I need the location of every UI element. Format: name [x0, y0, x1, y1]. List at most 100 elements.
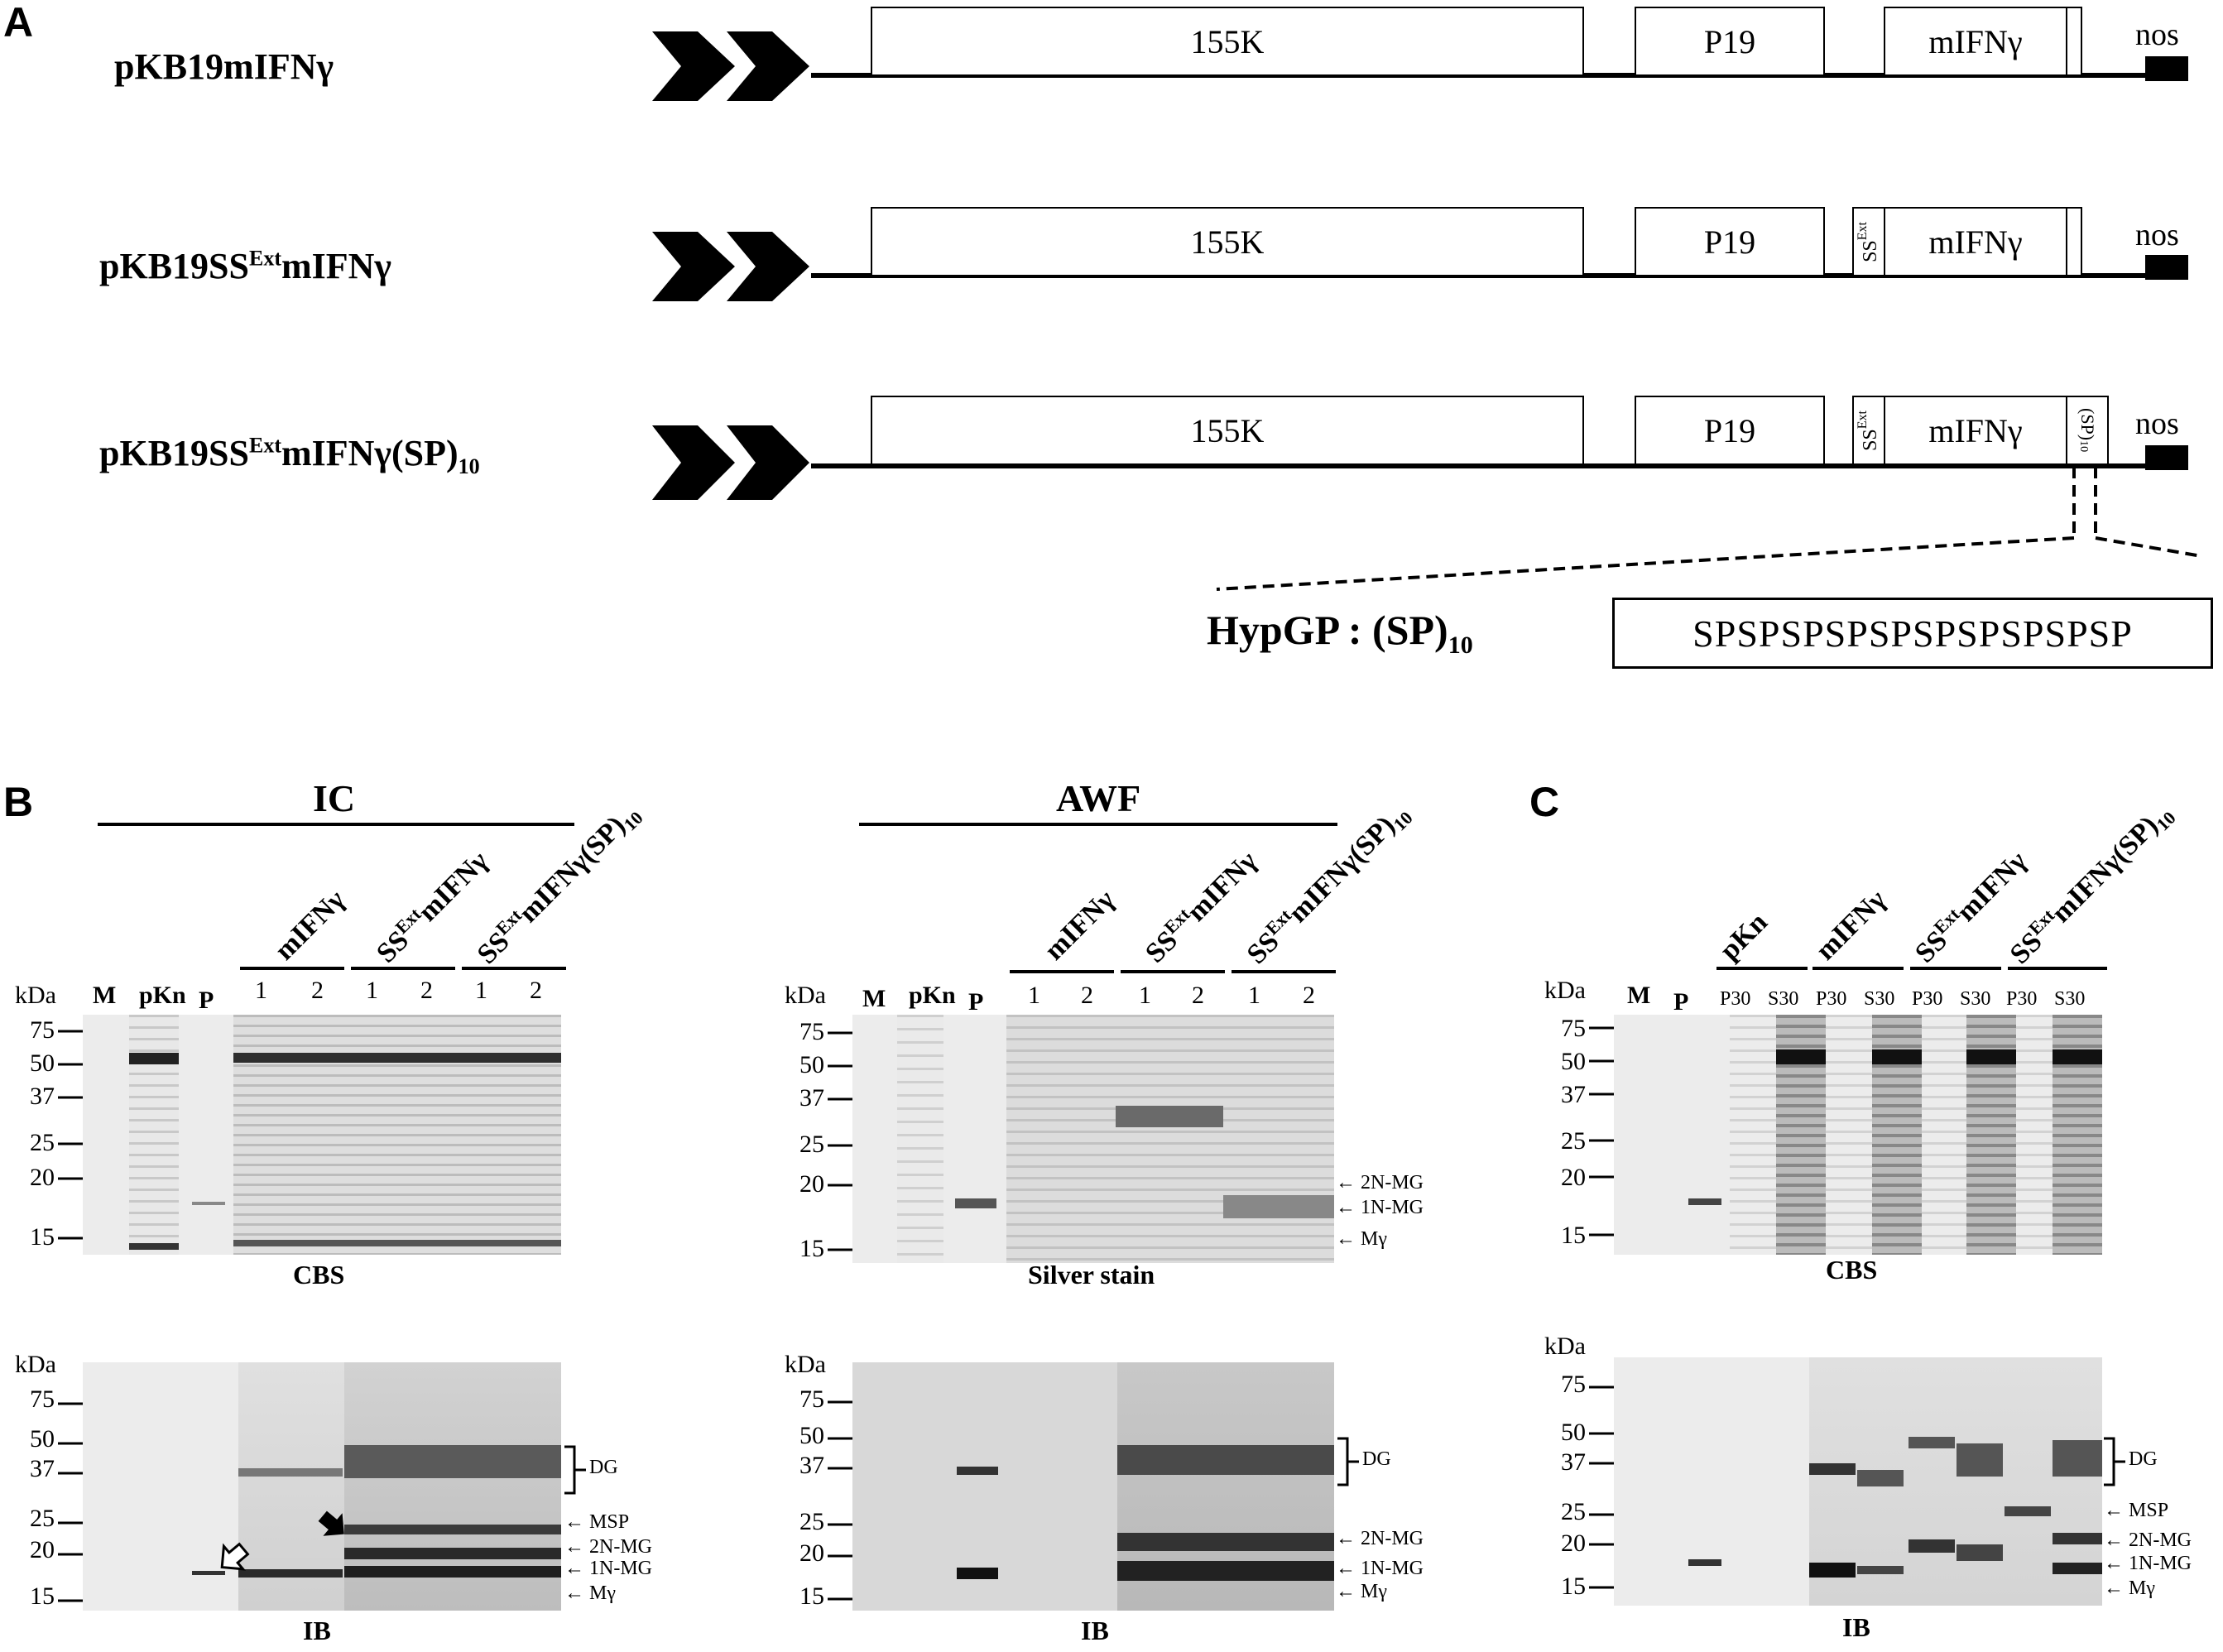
- marker-75: 75: [799, 1018, 824, 1045]
- awf-bracket-line: [859, 823, 1337, 826]
- band-label-dg: DG: [589, 1457, 618, 1478]
- marker-25: 25: [1561, 1498, 1586, 1525]
- lane-group-line: [1010, 970, 1114, 973]
- lane-group-line: [1910, 967, 2001, 970]
- lane-s30: S30: [2054, 988, 2086, 1010]
- segment-mifng: mIFNγ: [1884, 396, 2067, 465]
- segment-p19: P19: [1635, 207, 1825, 276]
- caption-ib: IB: [1081, 1616, 1109, 1645]
- segment-ssext: SSExt: [1852, 207, 1885, 276]
- caption-ib: IB: [303, 1616, 331, 1645]
- panel-b-letter: B: [3, 779, 34, 825]
- lane-p30: P30: [1816, 988, 1847, 1010]
- group-ic-label: IC: [313, 777, 356, 819]
- lane-group-line: [462, 967, 566, 970]
- col-mifng-label: mIFNγ: [269, 884, 351, 967]
- gel-c-cbs: [1614, 1015, 2102, 1255]
- band-label-dg: DG: [2129, 1448, 2158, 1470]
- lane-pkn: pKn: [909, 982, 956, 1009]
- nos-label: nos: [2135, 406, 2179, 441]
- kda-label: kDa: [15, 1351, 56, 1378]
- band-label-msp: ← MSP: [564, 1511, 630, 1533]
- lane-s30: S30: [1768, 988, 1799, 1010]
- nos-block: [2145, 445, 2188, 470]
- ic-bracket-line: [98, 823, 574, 826]
- lane-m: M: [93, 982, 117, 1009]
- lane-1: 1: [475, 977, 487, 1004]
- dg-bracket: [1337, 1437, 1359, 1486]
- lane-m: M: [862, 985, 886, 1012]
- segment-tail: [2066, 207, 2082, 276]
- lane-p30: P30: [2006, 988, 2038, 1010]
- band-label-2n-mg: ← 2N-MG: [1336, 1528, 1424, 1549]
- col-mifng-label: mIFNγ: [1810, 884, 1892, 967]
- col-ssext-mifng-sp10-label: SSExtmIFNγ(SP)10: [2004, 807, 2180, 971]
- panel-a-letter: A: [3, 0, 34, 46]
- marker-20: 20: [799, 1539, 824, 1567]
- band-label-2n-mg: ← 2N-MG: [2104, 1530, 2192, 1551]
- group-awf-label: AWF: [1056, 777, 1141, 819]
- segment-155k: 155K: [871, 7, 1584, 76]
- promoter-arrows-icon: [652, 31, 809, 101]
- marker-25: 25: [1561, 1127, 1586, 1155]
- marker-25: 25: [799, 1508, 824, 1535]
- lane-p: P: [199, 987, 214, 1014]
- segment-ssext: SSExt: [1852, 396, 1885, 465]
- construct-1-name: pKB19mIFNγ: [114, 46, 334, 87]
- hypgp-label: HypGP : (SP)10: [1207, 607, 1473, 659]
- segment-155k: 155K: [871, 207, 1584, 276]
- lane-1: 1: [1248, 982, 1260, 1009]
- marker-ticks: [58, 1030, 83, 1240]
- lane-group-line: [240, 967, 344, 970]
- marker-75: 75: [30, 1385, 55, 1413]
- segment-tail: [2066, 7, 2082, 76]
- marker-25: 25: [30, 1129, 55, 1156]
- marker-15: 15: [30, 1223, 55, 1251]
- marker-75: 75: [30, 1016, 55, 1044]
- marker-50: 50: [799, 1051, 824, 1078]
- segment-p19: P19: [1635, 396, 1825, 465]
- band-label-msp: ← MSP: [2104, 1500, 2169, 1521]
- lane-2: 2: [530, 977, 542, 1004]
- kda-label: kDa: [1544, 1333, 1586, 1360]
- band-label-mg: ← Mγ: [564, 1582, 616, 1604]
- marker-20: 20: [1561, 1164, 1586, 1191]
- band-label-mg: ← Mγ: [1336, 1581, 1387, 1602]
- band-label-1n-mg: ← 1N-MG: [564, 1558, 652, 1579]
- segment-mifng: mIFNγ: [1884, 207, 2067, 276]
- marker-75: 75: [1561, 1015, 1586, 1042]
- segment-p19: P19: [1635, 7, 1825, 76]
- marker-ticks: [58, 1402, 83, 1602]
- gel-awf-silver: [852, 1015, 1334, 1263]
- lane-1: 1: [255, 977, 267, 1004]
- marker-37: 37: [1561, 1081, 1586, 1108]
- lane-1: 1: [366, 977, 378, 1004]
- segment-155k: 155K: [871, 396, 1584, 465]
- band-label-1n-mg: ← 1N-MG: [1336, 1197, 1424, 1218]
- lane-p: P: [1673, 988, 1689, 1016]
- kda-label: kDa: [785, 982, 826, 1009]
- band-label-mg: ← Mγ: [2104, 1578, 2155, 1599]
- gel-ic-cbs: [83, 1015, 561, 1255]
- lane-group-line: [1812, 967, 1904, 970]
- hypgp-sequence-box: SPSPSPSPSPSPSPSPSPSP: [1612, 598, 2213, 669]
- marker-50: 50: [30, 1425, 55, 1453]
- open-arrow-icon: [220, 1542, 250, 1571]
- gel-c-ib: [1614, 1357, 2102, 1606]
- dg-bracket: [564, 1445, 586, 1495]
- promoter-arrows-icon: [652, 232, 809, 301]
- lane-2: 2: [420, 977, 433, 1004]
- lane-group-line: [2008, 967, 2107, 970]
- marker-20: 20: [1561, 1530, 1586, 1557]
- nos-block: [2145, 56, 2188, 81]
- lane-p30: P30: [1912, 988, 1943, 1010]
- dg-bracket: [2104, 1437, 2125, 1486]
- marker-37: 37: [799, 1452, 824, 1479]
- marker-37: 37: [799, 1084, 824, 1112]
- marker-ticks: [1589, 1385, 1614, 1589]
- marker-15: 15: [30, 1582, 55, 1610]
- marker-25: 25: [30, 1505, 55, 1532]
- lane-p30: P30: [1720, 988, 1751, 1010]
- gel-ic-ib: [83, 1362, 561, 1611]
- marker-20: 20: [30, 1164, 55, 1191]
